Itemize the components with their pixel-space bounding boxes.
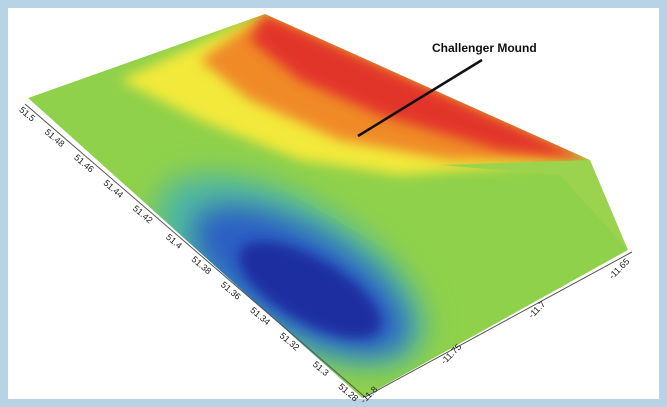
bottom-axis bbox=[364, 251, 633, 398]
terrain bbox=[28, 14, 628, 398]
annotation: Challenger Mound bbox=[432, 41, 537, 55]
left-axis bbox=[24, 103, 366, 398]
pointer-line bbox=[357, 58, 483, 138]
